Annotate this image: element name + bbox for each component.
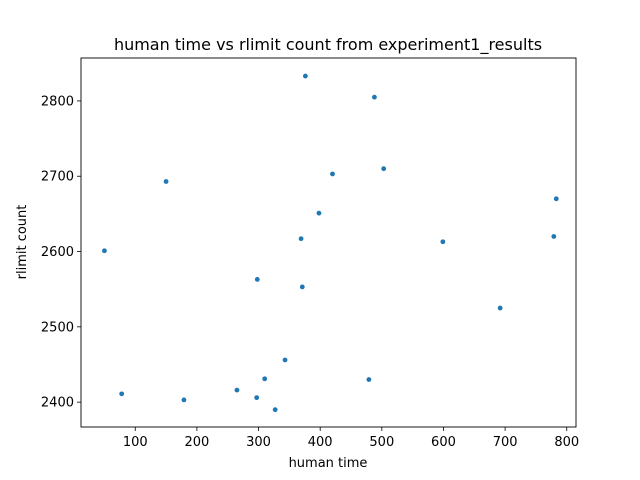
data-point xyxy=(551,234,557,239)
x-tick-label: 300 xyxy=(246,435,271,450)
data-point xyxy=(102,248,107,254)
data-point xyxy=(262,376,268,382)
y-tick-label: 2800 xyxy=(41,94,74,109)
data-point xyxy=(381,166,387,172)
x-axis-label: human time xyxy=(289,456,368,471)
y-tick-label: 2400 xyxy=(41,396,74,411)
x-tick-label: 800 xyxy=(554,435,579,450)
x-tick-label: 700 xyxy=(493,435,518,450)
data-point xyxy=(302,73,308,79)
data-point xyxy=(440,239,446,245)
chart-title: human time vs rlimit count from experime… xyxy=(114,35,542,55)
data-point xyxy=(330,171,335,177)
data-point xyxy=(282,357,288,363)
data-point xyxy=(163,179,169,184)
x-tick-label: 500 xyxy=(369,435,394,450)
data-point xyxy=(366,377,372,382)
data-points xyxy=(102,73,559,413)
x-tick-label: 600 xyxy=(431,435,456,450)
y-tick-label: 2700 xyxy=(41,170,74,185)
data-point xyxy=(234,387,240,393)
data-point xyxy=(316,210,322,216)
x-tick-label: 100 xyxy=(123,435,148,450)
data-point xyxy=(298,236,304,242)
y-axis-ticks: 2400 2500 2600 2700 2800 xyxy=(41,94,81,411)
y-tick-label: 2500 xyxy=(41,320,74,335)
data-point xyxy=(254,277,260,282)
y-tick-label: 2600 xyxy=(41,245,74,260)
plot-area-frame xyxy=(80,57,577,428)
data-point xyxy=(181,397,187,403)
data-point xyxy=(254,395,260,401)
data-point xyxy=(119,391,125,397)
data-point xyxy=(497,305,503,311)
data-point xyxy=(272,407,278,413)
x-axis-ticks: 100 200 300 400 500 600 700 800 xyxy=(123,427,579,450)
data-point xyxy=(553,196,559,202)
y-axis-label: rlimit count xyxy=(15,205,30,280)
x-tick-label: 400 xyxy=(308,435,333,450)
x-tick-label: 200 xyxy=(184,435,209,450)
data-point xyxy=(299,284,305,290)
data-point xyxy=(372,94,377,100)
